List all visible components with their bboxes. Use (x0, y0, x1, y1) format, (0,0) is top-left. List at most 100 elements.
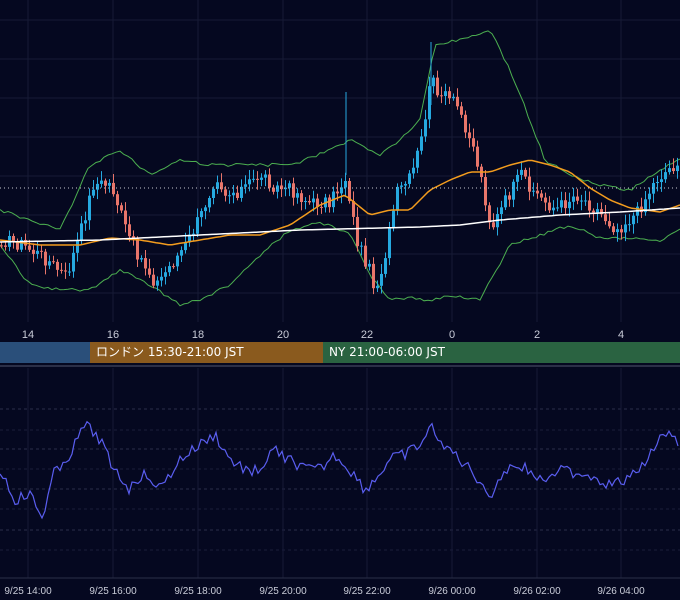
candle-up (652, 183, 655, 194)
bottom-x-axis: 9/25 14:00 9/25 16:00 9/25 18:00 9/25 20:00… (0, 577, 680, 597)
bottom-axis-tick-label: 9/25 20:00 (259, 586, 307, 597)
candle-down (468, 132, 471, 139)
candle-up (396, 186, 399, 211)
candle-down (148, 268, 151, 275)
candle-up (512, 181, 515, 200)
candle-up (264, 174, 267, 178)
candle-up (556, 207, 559, 209)
candle-up (140, 258, 143, 260)
candle-up (160, 276, 163, 281)
candle-up (176, 255, 179, 267)
candle-down (104, 180, 107, 186)
candle-down (352, 201, 355, 217)
candle-down (308, 201, 311, 203)
candle-down (612, 226, 615, 233)
candle-down (40, 250, 43, 252)
ma-long-line (0, 207, 680, 243)
candle-down (436, 77, 439, 96)
candle-up (80, 223, 83, 241)
candle-down (608, 221, 611, 227)
candle-up (660, 179, 663, 183)
candle-up (284, 187, 287, 190)
candle-up (380, 273, 383, 286)
candle-up (500, 207, 503, 215)
candle-up (628, 224, 631, 226)
candle-up (384, 258, 387, 274)
candle-down (44, 251, 47, 266)
candle-down (372, 263, 375, 289)
candle-down (224, 189, 227, 196)
bottom-axis-tick-label: 9/25 16:00 (89, 586, 137, 597)
candle-down (364, 245, 367, 267)
candle-up (596, 209, 599, 213)
candle-down (588, 200, 591, 211)
top-axis-tick-label: 18 (192, 329, 204, 341)
top-axis-tick-label: 4 (618, 329, 624, 341)
candle-up (452, 96, 455, 99)
candle-up (228, 195, 231, 197)
candle-up (416, 150, 419, 168)
candle-down (124, 210, 127, 225)
candle-down (472, 138, 475, 147)
candle-up (180, 250, 183, 256)
candle-up (656, 182, 659, 184)
oscillator-line (0, 420, 679, 520)
candle-up (68, 271, 71, 273)
session-ny: NY 21:00-06:00 JST (323, 342, 680, 363)
main-grid (0, 0, 680, 322)
candle-down (484, 177, 487, 206)
candle-up (216, 182, 219, 189)
candle-down (12, 235, 15, 242)
candle-down (220, 182, 223, 190)
candle-down (280, 185, 283, 190)
candle-down (16, 241, 19, 250)
top-axis-tick-label: 16 (107, 329, 119, 341)
ma-short-line (0, 159, 680, 246)
moving-averages (0, 159, 680, 246)
candle-down (492, 222, 495, 228)
candle-up (668, 168, 671, 173)
candle-down (620, 229, 623, 233)
candle-up (212, 188, 215, 198)
bottom-axis-tick-label: 9/25 22:00 (343, 586, 391, 597)
candle-down (328, 197, 331, 208)
candle-down (52, 261, 55, 263)
candle-down (320, 206, 323, 208)
candle-up (400, 185, 403, 187)
candle-down (508, 195, 511, 200)
candle-up (432, 77, 435, 87)
candle-up (344, 181, 347, 188)
candle-down (112, 182, 115, 195)
candle-up (92, 189, 95, 196)
candle-up (168, 266, 171, 273)
candle-up (368, 263, 371, 267)
candle-up (248, 179, 251, 185)
candle-up (96, 183, 99, 190)
candle-up (404, 183, 407, 186)
candle-up (532, 190, 535, 192)
candle-down (120, 205, 123, 211)
candle-up (520, 169, 523, 175)
candle-down (132, 236, 135, 239)
candle-down (300, 193, 303, 203)
candle-down (600, 209, 603, 215)
candlesticks (0, 42, 679, 295)
top-axis-tick-label: 0 (449, 329, 455, 341)
bb-upper-line (0, 30, 680, 230)
candle-up (424, 119, 427, 137)
candle-up (504, 195, 507, 208)
candle-down (64, 270, 67, 272)
candle-up (100, 180, 103, 184)
bottom-axis-tick-label: 9/26 04:00 (597, 586, 645, 597)
bottom-axis-tick-label: 9/26 02:00 (513, 586, 561, 597)
candle-up (76, 240, 79, 253)
oscillator-grid (0, 368, 680, 578)
top-axis-tick-label: 22 (361, 329, 373, 341)
candle-up (36, 250, 39, 254)
candle-down (4, 245, 7, 247)
candle-up (412, 167, 415, 174)
candle-up (204, 207, 207, 212)
candle-down (356, 216, 359, 247)
candle-down (528, 176, 531, 192)
